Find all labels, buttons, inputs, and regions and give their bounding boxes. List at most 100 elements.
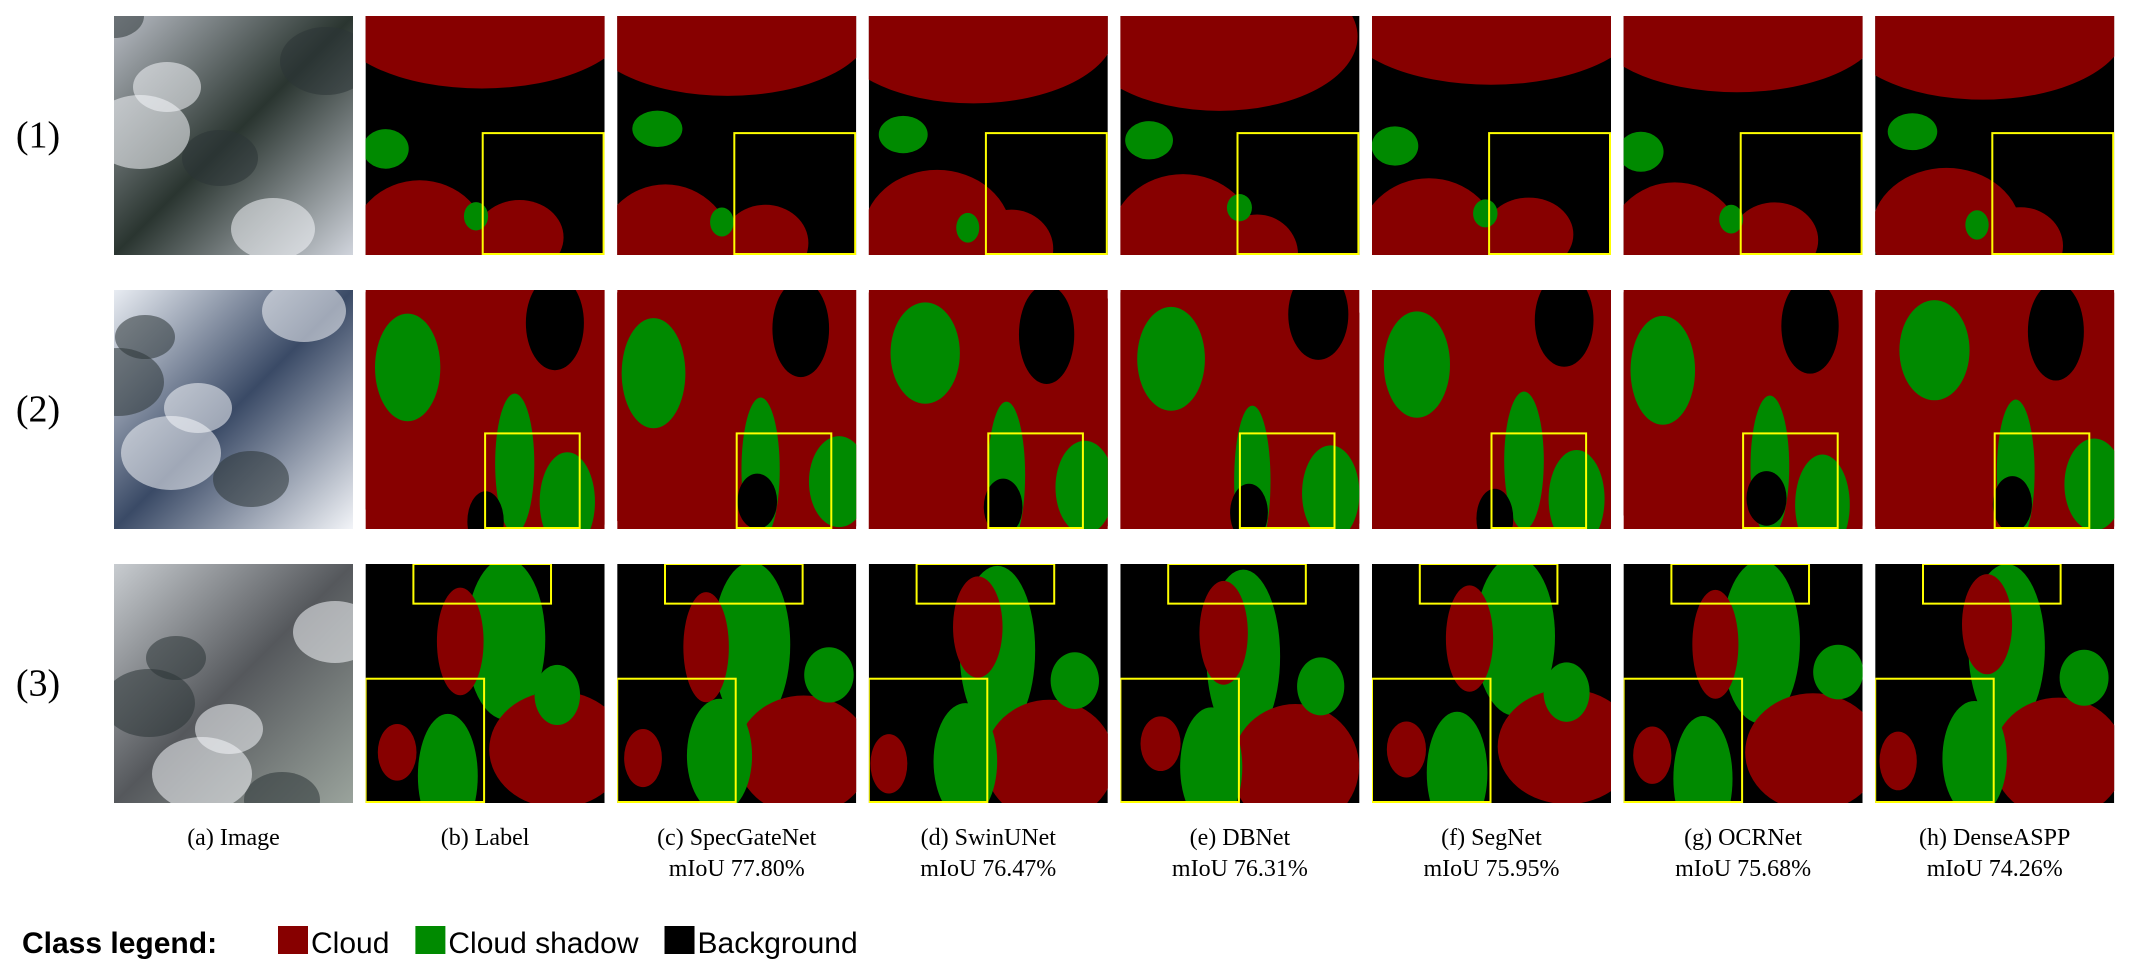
tile: [1875, 564, 2115, 803]
region: [878, 115, 928, 154]
column-caption: (c) SpecGateNet: [657, 825, 817, 851]
zoom-box: [412, 564, 553, 605]
region: [983, 478, 1023, 529]
region: [1887, 113, 1938, 151]
region: [1692, 589, 1739, 699]
region: [1719, 204, 1744, 234]
column-caption: (b) Label: [441, 825, 530, 851]
region: [1978, 207, 2064, 255]
zoom-box: [1875, 677, 1995, 803]
texture: [114, 16, 144, 38]
region: [808, 436, 857, 528]
region: [1623, 182, 1744, 255]
row-label: (2): [16, 389, 60, 431]
zoom-box: [1991, 132, 2115, 255]
zoom-box: [1922, 564, 2062, 605]
region: [1474, 564, 1555, 716]
region: [956, 212, 980, 243]
column-score: mIoU 75.95%: [1424, 856, 1560, 882]
region: [1623, 131, 1664, 172]
region: [710, 207, 734, 237]
region: [870, 734, 908, 794]
region: [1372, 16, 1611, 85]
region: [686, 698, 753, 803]
zoom-box: [1372, 677, 1492, 803]
zoom-box: [984, 132, 1108, 255]
region: [2059, 649, 2109, 706]
region: [1476, 488, 1514, 529]
region: [417, 713, 478, 803]
region: [365, 16, 605, 89]
zoom-box: [1739, 132, 1863, 255]
region: [365, 180, 490, 255]
region: [621, 318, 686, 429]
region: [953, 576, 1003, 678]
region: [495, 393, 535, 529]
region: [1673, 716, 1733, 803]
region: [890, 302, 960, 404]
region: [712, 564, 791, 728]
region: [737, 473, 778, 529]
region: [683, 592, 729, 703]
region: [1445, 585, 1494, 692]
region: [534, 664, 581, 726]
region: [969, 209, 1054, 255]
texture: [115, 315, 175, 359]
region: [772, 290, 830, 378]
region: [736, 695, 857, 803]
region: [1137, 306, 1205, 411]
region: [1543, 662, 1590, 722]
tile: [1372, 290, 1611, 529]
region: [632, 110, 683, 148]
zoom-box: [484, 432, 581, 529]
region: [2064, 438, 2115, 529]
tile: [1623, 290, 1863, 529]
region: [1781, 290, 1839, 374]
zoom-box: [1120, 677, 1240, 803]
region: [1623, 16, 1863, 93]
region: [1372, 126, 1419, 166]
texture: [293, 601, 353, 663]
texture: [146, 636, 206, 680]
region: [722, 204, 809, 255]
region: [1965, 210, 1989, 240]
texture: [114, 95, 190, 169]
region: [1226, 194, 1252, 222]
region: [2027, 290, 2084, 381]
column-caption: (g) OCRNet: [1684, 825, 1802, 851]
region: [1473, 199, 1498, 228]
tile: [114, 16, 353, 255]
region: [463, 202, 489, 231]
zoom-box: [1238, 432, 1336, 529]
texture: [182, 130, 258, 186]
tile: [365, 16, 605, 255]
row-label: (3): [16, 663, 60, 705]
zoom-box: [1670, 564, 1811, 605]
region: [1942, 700, 2007, 803]
region: [1125, 121, 1173, 160]
tile: [365, 564, 605, 803]
tile: [1120, 16, 1360, 255]
region: [1055, 440, 1108, 529]
legend-swatch: [278, 926, 308, 954]
region: [1534, 290, 1594, 367]
tile: [1623, 564, 1863, 803]
region: [1230, 483, 1268, 529]
region: [933, 703, 998, 803]
tile: [1875, 290, 2115, 529]
zoom-box: [664, 564, 804, 605]
tile: [114, 290, 353, 529]
row-label: (1): [16, 115, 60, 157]
region: [1504, 391, 1544, 529]
region: [804, 647, 854, 703]
region: [1120, 16, 1358, 111]
zoom-box: [1993, 432, 2091, 529]
tile: [114, 564, 353, 803]
region: [1623, 290, 1863, 529]
region: [1745, 693, 1863, 803]
region: [1813, 644, 1863, 700]
column-caption: (h) DenseASPP: [1919, 825, 2070, 851]
tile: [1875, 16, 2115, 255]
region: [377, 723, 417, 781]
region: [868, 16, 1108, 104]
